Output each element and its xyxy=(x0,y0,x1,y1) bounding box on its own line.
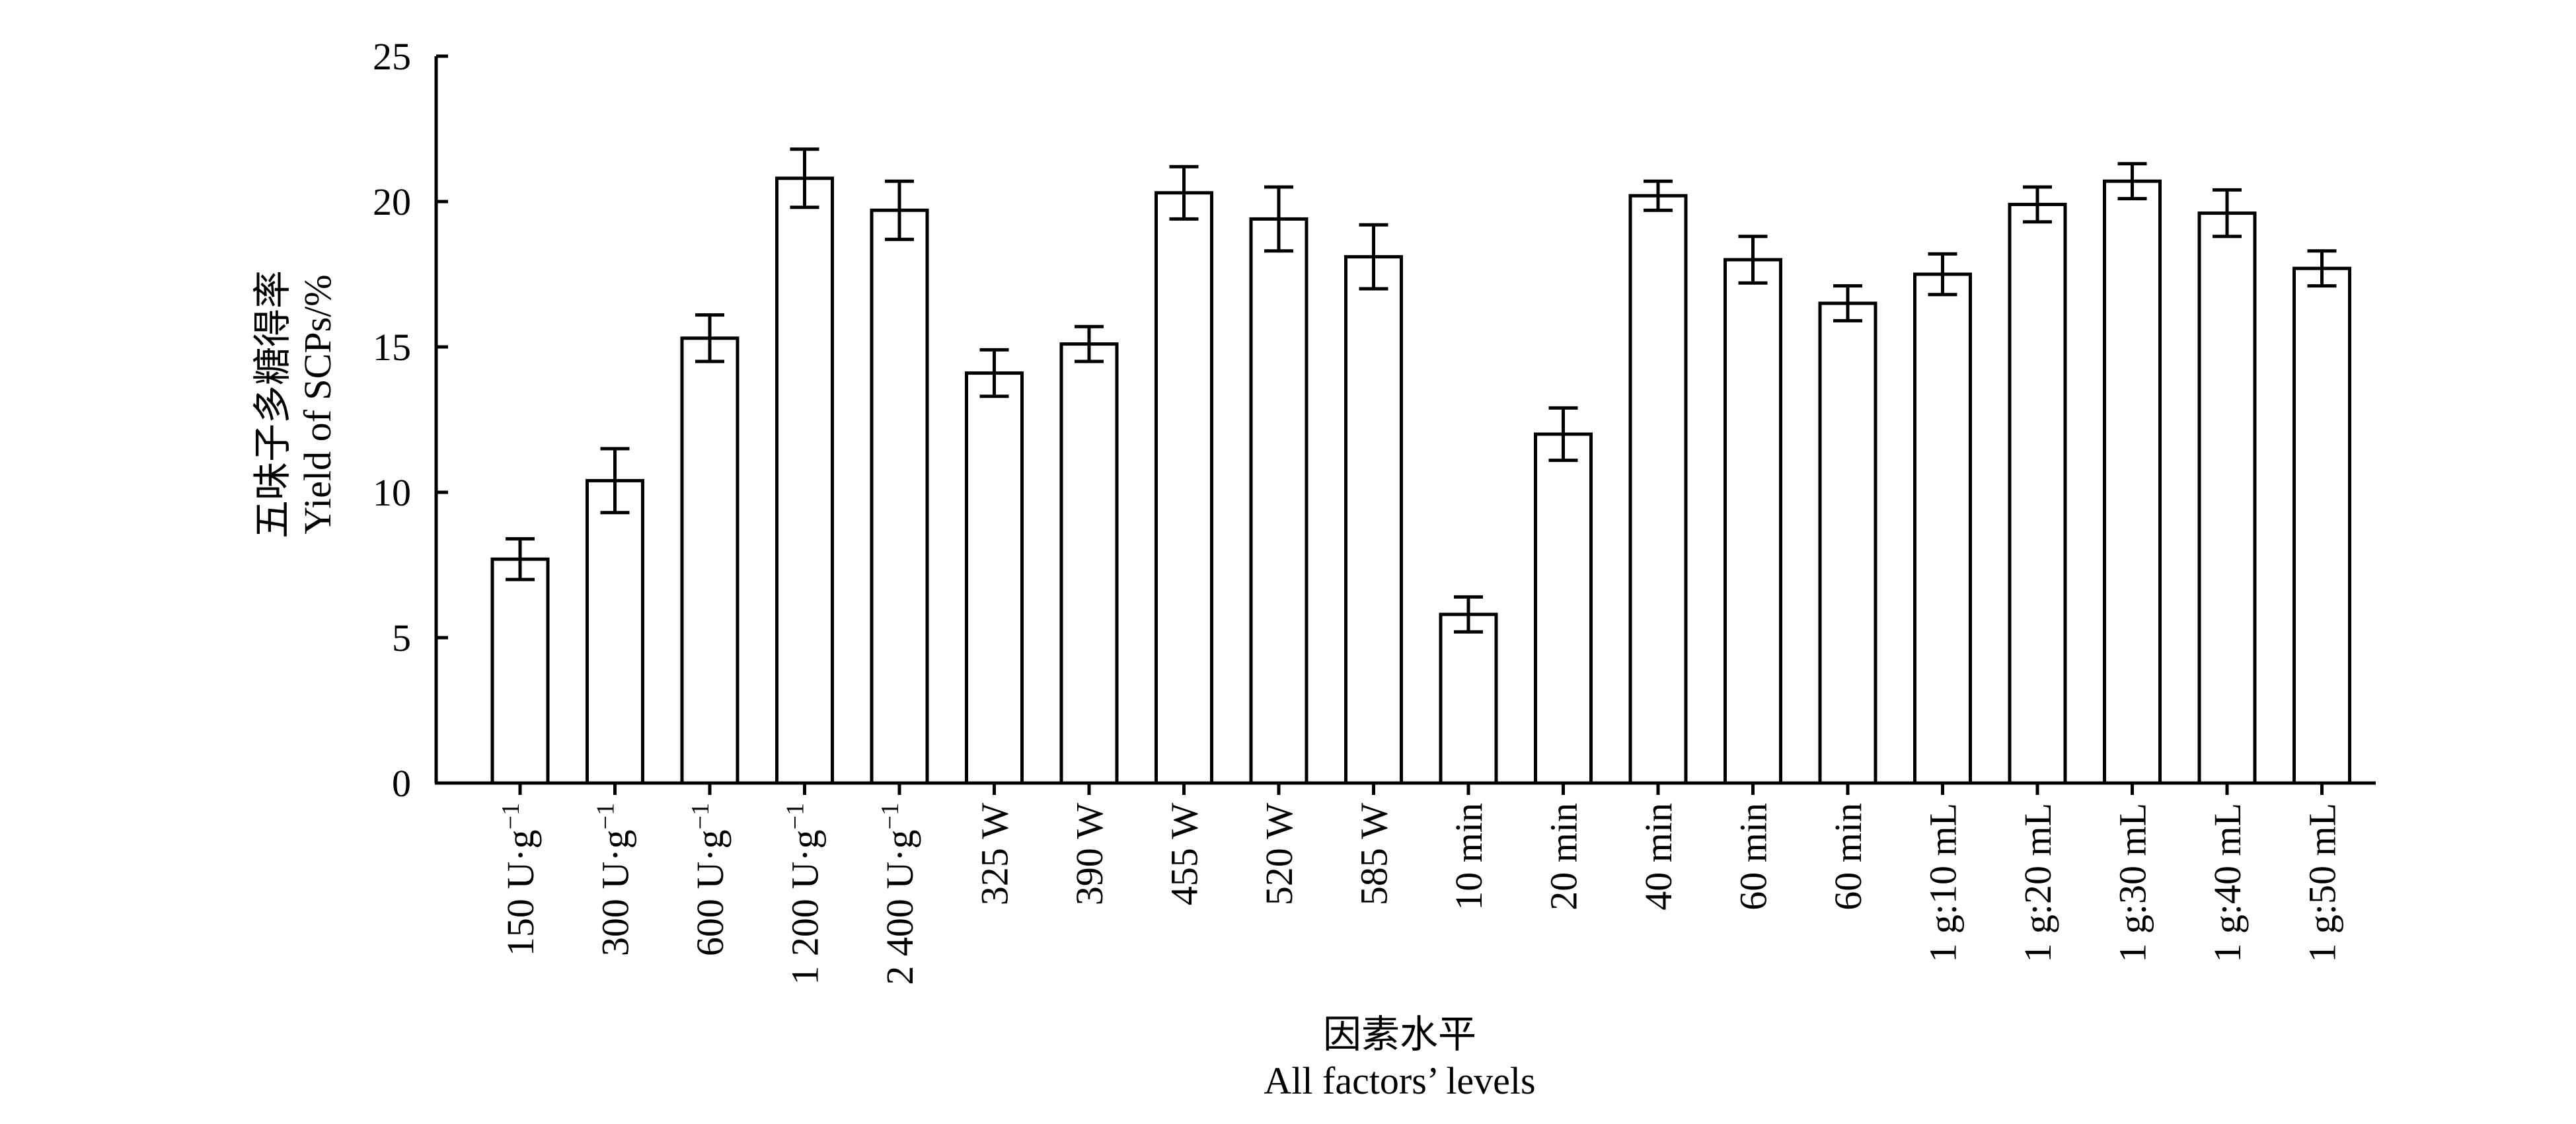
x-tick-label: 455 W xyxy=(1163,803,1206,905)
bar xyxy=(490,557,550,785)
x-tick-label: 390 W xyxy=(1068,803,1111,905)
x-tick-label: 325 W xyxy=(973,803,1016,905)
bar xyxy=(1344,255,1403,785)
y-tick-label: 20 xyxy=(373,180,411,223)
plot-area: 0 5 10 15 20 25 150 U·g−1 300 U·g−1 600 U·g−1 1 2… xyxy=(373,35,2376,985)
bar xyxy=(2103,179,2162,785)
x-tick-label: 1 g:50 mL xyxy=(2301,803,2344,963)
bar xyxy=(1155,191,1213,785)
bar xyxy=(1913,272,1972,785)
x-tick-label: 150 U·g−1 xyxy=(497,803,542,956)
x-tick-label: 20 min xyxy=(1542,803,1585,911)
x-tick-label: 60 min xyxy=(1827,803,1870,911)
bar xyxy=(2008,202,2067,785)
y-tick-label: 10 xyxy=(373,471,411,514)
y-tick-label: 5 xyxy=(392,617,411,659)
y-tick-label: 0 xyxy=(392,762,411,805)
bar xyxy=(1628,194,1688,785)
y-axis-title-english: Yield of SCPs/% xyxy=(296,274,339,534)
x-tick-label: 2 400 U·g−1 xyxy=(876,803,921,985)
x-tick-label: 600 U·g−1 xyxy=(687,803,732,956)
y-tick-label: 25 xyxy=(373,35,411,78)
y-tick-label: 15 xyxy=(373,326,411,369)
bar xyxy=(1059,342,1119,785)
x-tick-label: 10 min xyxy=(1447,803,1490,911)
x-axis-title-english: All factors’ levels xyxy=(1264,1059,1535,1102)
bar xyxy=(2197,211,2257,785)
bar xyxy=(965,371,1024,785)
bar xyxy=(1249,217,1308,785)
x-tick-label: 520 W xyxy=(1258,803,1301,905)
bar xyxy=(1818,301,1877,785)
x-tick-label: 300 U·g−1 xyxy=(592,803,637,956)
x-tick-label: 1 g:40 mL xyxy=(2206,803,2249,963)
bar xyxy=(2292,266,2351,785)
y-axis-title-chinese: 五味子多糖得率 xyxy=(251,270,294,539)
bar xyxy=(1724,258,1782,785)
bar xyxy=(1534,432,1593,785)
x-tick-label: 1 g:20 mL xyxy=(2016,803,2059,963)
x-tick-label: 40 min xyxy=(1637,803,1680,911)
x-tick-label: 60 min xyxy=(1732,803,1775,911)
bar xyxy=(586,478,644,785)
bar xyxy=(1439,613,1498,785)
x-tick-label: 1 g:30 mL xyxy=(2111,803,2154,963)
x-axis-title-chinese: 因素水平 xyxy=(1323,1013,1476,1056)
x-tick-label: 1 200 U·g−1 xyxy=(782,803,827,985)
bar xyxy=(775,176,834,785)
x-tick-label: 585 W xyxy=(1353,803,1396,905)
x-tick-label: 1 g:10 mL xyxy=(1922,803,1965,963)
bar xyxy=(680,336,739,785)
bar xyxy=(870,208,929,785)
